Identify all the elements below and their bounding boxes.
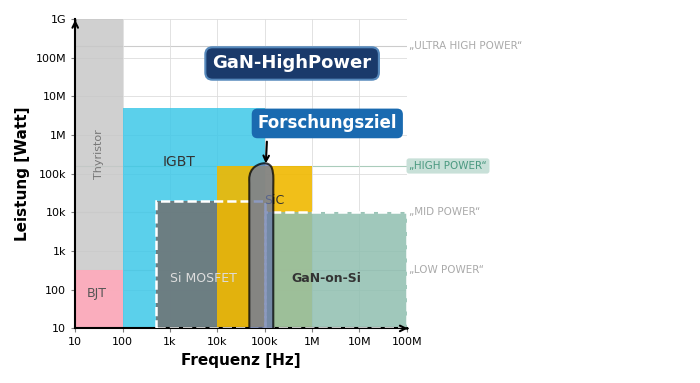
Text: „MID POWER“: „MID POWER“ <box>409 207 480 218</box>
Text: GaN-on-Si: GaN-on-Si <box>291 272 361 285</box>
Text: SiC: SiC <box>264 194 284 207</box>
Text: Si MOSFET: Si MOSFET <box>169 272 237 285</box>
Text: BJT: BJT <box>87 287 106 300</box>
Bar <box>217 166 312 328</box>
Text: „ULTRA HIGH POWER“: „ULTRA HIGH POWER“ <box>409 41 522 51</box>
Text: „LOW POWER“: „LOW POWER“ <box>409 265 484 275</box>
Text: IGBT: IGBT <box>163 155 196 169</box>
Bar <box>265 213 407 328</box>
Text: „HIGH POWER“: „HIGH POWER“ <box>409 161 487 171</box>
Bar <box>122 108 265 328</box>
Text: Forschungsziel: Forschungsziel <box>258 115 397 133</box>
Bar <box>155 201 265 328</box>
Bar <box>265 213 407 328</box>
Y-axis label: Leistung [Watt]: Leistung [Watt] <box>15 106 30 241</box>
Bar <box>75 270 122 328</box>
Ellipse shape <box>249 163 274 383</box>
Text: GaN-HighPower: GaN-HighPower <box>213 54 372 72</box>
Bar <box>75 19 122 328</box>
X-axis label: Frequenz [Hz]: Frequenz [Hz] <box>181 353 301 368</box>
Text: Thyristor: Thyristor <box>94 129 104 179</box>
Bar <box>155 201 265 328</box>
